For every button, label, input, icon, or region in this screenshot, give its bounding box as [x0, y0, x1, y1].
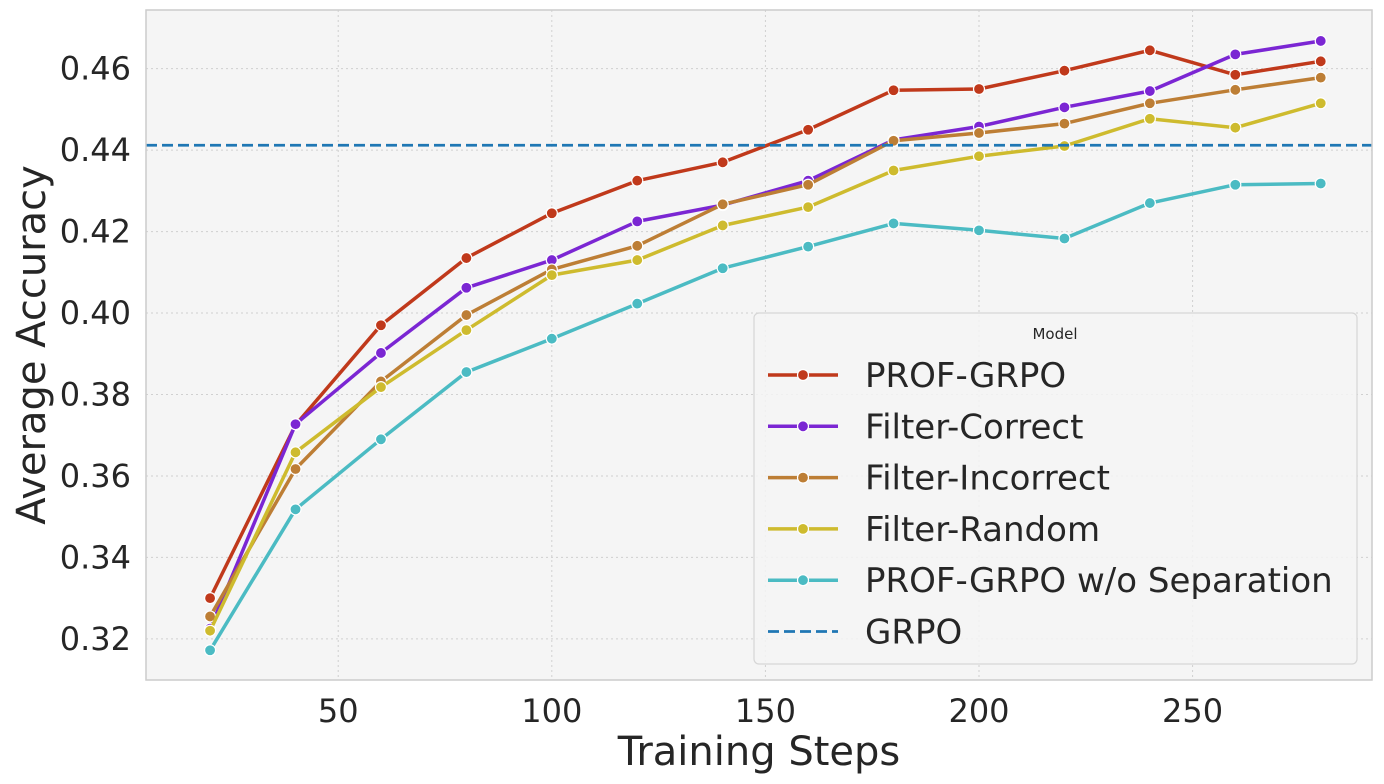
x-axis-label: Training Steps: [617, 729, 900, 775]
data-point-filter-correct: [1229, 48, 1242, 61]
y-tick-label: 0.38: [60, 375, 131, 413]
data-point-prof-grpo: [802, 123, 815, 136]
x-tick-label: 50: [318, 692, 359, 730]
data-point-filter-random: [887, 164, 900, 177]
data-point-filter-random: [631, 253, 644, 267]
data-point-filter-incorrect: [1143, 97, 1156, 110]
series-layer: [146, 34, 1372, 657]
data-point-filter-random: [972, 150, 986, 163]
data-point-filter-incorrect: [802, 178, 815, 191]
legend-box: [753, 312, 1358, 665]
y-tick-label: 0.36: [60, 457, 131, 495]
y-tick-label: 0.46: [60, 50, 131, 88]
data-point-filter-incorrect: [1314, 71, 1327, 84]
data-point-filter-incorrect: [1229, 83, 1242, 96]
data-point-prof-grpo-w-o-separation: [1143, 196, 1156, 210]
data-point-prof-grpo: [1229, 68, 1242, 81]
data-point-filter-random: [203, 624, 217, 637]
x-tick-labels: 50 100 150 200 250: [318, 692, 1223, 730]
data-point-prof-grpo-w-o-separation: [1058, 232, 1071, 245]
data-point-prof-grpo: [1143, 44, 1156, 57]
data-point-filter-random: [545, 269, 558, 282]
data-point-filter-correct: [1143, 84, 1156, 98]
y-tick-label: 0.34: [60, 538, 131, 576]
data-point-prof-grpo: [203, 592, 217, 605]
legend-label-prof-grpo-w-o-separation: PROF-GRPO w/o Separation: [865, 561, 1333, 601]
data-point-filter-correct: [1314, 34, 1327, 48]
data-point-filter-incorrect: [972, 126, 986, 140]
legend-marker-filter-correct: [796, 420, 810, 433]
data-point-prof-grpo: [1058, 64, 1071, 77]
data-point-prof-grpo-w-o-separation: [289, 503, 302, 516]
data-point-filter-random: [374, 381, 388, 394]
data-point-filter-random: [289, 446, 302, 459]
x-tick-label: 200: [948, 692, 1009, 730]
legend-label-filter-random: Filter-Random: [865, 510, 1100, 550]
data-point-filter-incorrect: [1058, 117, 1071, 130]
legend-marker-filter-incorrect: [796, 471, 810, 484]
data-point-prof-grpo-w-o-separation: [802, 240, 815, 253]
data-point-prof-grpo: [374, 319, 388, 332]
legend-marker-prof-grpo: [796, 368, 810, 382]
plot-frame: [145, 9, 1373, 681]
data-point-filter-incorrect: [631, 239, 644, 252]
series-line-filter-incorrect: [208, 75, 1321, 618]
series-line-prof-grpo-w-o-separation: [208, 181, 1321, 652]
data-point-prof-grpo-w-o-separation: [460, 365, 473, 379]
y-tick-label: 0.44: [60, 131, 131, 169]
data-point-prof-grpo: [545, 207, 558, 220]
y-tick-label: 0.42: [60, 213, 131, 251]
data-point-prof-grpo-w-o-separation: [1229, 178, 1242, 191]
series-line-prof-grpo: [208, 48, 1321, 599]
y-tick-label: 0.32: [60, 620, 131, 658]
x-tick-label: 150: [735, 692, 796, 730]
data-point-prof-grpo: [716, 156, 729, 169]
data-point-filter-correct: [1058, 101, 1071, 114]
data-point-filter-random: [1314, 97, 1327, 110]
legend-label-prof-grpo: PROF-GRPO: [865, 356, 1066, 396]
data-point-prof-grpo-w-o-separation: [203, 644, 217, 657]
data-point-filter-random: [460, 324, 473, 337]
data-point-prof-grpo-w-o-separation: [887, 217, 900, 230]
data-point-filter-random: [716, 219, 729, 232]
legend-marker-prof-grpo-w-o-separation: [796, 574, 810, 587]
data-point-filter-incorrect: [716, 198, 729, 211]
data-point-prof-grpo: [1314, 55, 1327, 68]
data-point-prof-grpo-w-o-separation: [1314, 177, 1327, 190]
y-tick-label: 0.40: [60, 294, 131, 332]
data-point-prof-grpo: [460, 251, 473, 265]
data-point-filter-random: [1229, 121, 1242, 134]
data-point-filter-correct: [631, 215, 644, 228]
data-point-filter-random: [1143, 112, 1156, 125]
legend-marker-filter-random: [796, 522, 810, 536]
data-point-filter-incorrect: [460, 308, 473, 322]
data-point-prof-grpo-w-o-separation: [545, 332, 558, 345]
legend-label-filter-incorrect: Filter-Incorrect: [865, 459, 1110, 499]
data-point-prof-grpo-w-o-separation: [716, 262, 729, 275]
data-point-prof-grpo: [972, 82, 986, 96]
legend-label-filter-correct: Filter-Correct: [865, 407, 1083, 447]
data-point-filter-correct: [289, 418, 302, 431]
legend-title: Model: [1032, 325, 1077, 343]
legend: Model PROF-GRPO Filter-Correct Filter-Inco…: [753, 312, 1358, 665]
data-point-filter-correct: [374, 346, 388, 360]
legend-label-grpo: GRPO: [865, 613, 962, 653]
data-point-filter-incorrect: [289, 462, 302, 476]
y-tick-labels: 0.32 0.34 0.36 0.38 0.40 0.42 0.44 0.46: [60, 50, 131, 658]
data-point-filter-incorrect: [887, 134, 900, 147]
y-axis-label: Average Accuracy: [9, 165, 55, 525]
x-tick-label: 100: [521, 692, 582, 730]
data-point-prof-grpo: [631, 174, 644, 187]
data-point-prof-grpo-w-o-separation: [972, 224, 986, 237]
legend-entries: PROF-GRPO Filter-Correct Filter-Incorrect F…: [768, 356, 1333, 653]
data-point-prof-grpo: [887, 84, 900, 97]
x-tick-label: 250: [1162, 692, 1223, 730]
data-point-filter-correct: [460, 281, 473, 294]
data-point-prof-grpo-w-o-separation: [374, 433, 388, 446]
data-point-prof-grpo-w-o-separation: [631, 297, 644, 310]
series-line-filter-random: [208, 101, 1322, 632]
data-point-filter-random: [802, 201, 815, 214]
